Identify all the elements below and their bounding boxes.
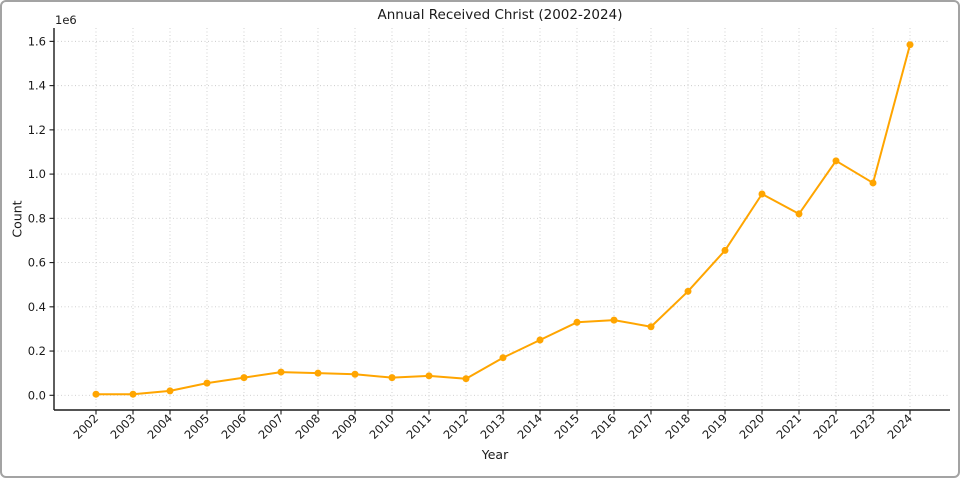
chart-title: Annual Received Christ (2002-2024) bbox=[377, 7, 623, 23]
x-tick-label: 2009 bbox=[330, 411, 361, 442]
x-tick-label: 2016 bbox=[589, 411, 620, 442]
x-tick-label: 2002 bbox=[71, 411, 102, 442]
y-tick-labels: 0.0 0.2 0.4 0.6 0.8 1.0 1.2 1.4 1.6 bbox=[28, 34, 46, 402]
x-tick-label: 2011 bbox=[404, 411, 435, 442]
y-tick-label: 1.6 bbox=[28, 34, 46, 48]
data-point-2023 bbox=[869, 179, 877, 187]
data-point-2006 bbox=[240, 374, 248, 382]
x-tick-label: 2003 bbox=[108, 411, 139, 442]
data-point-2013 bbox=[499, 354, 507, 362]
data-series bbox=[92, 41, 914, 398]
x-tick-label: 2019 bbox=[700, 411, 731, 442]
data-point-2022 bbox=[832, 157, 840, 165]
tick-marks bbox=[49, 40, 911, 415]
x-tick-label: 2015 bbox=[552, 411, 583, 442]
data-point-2002 bbox=[92, 390, 100, 398]
data-point-2008 bbox=[314, 369, 322, 377]
x-tick-label: 2024 bbox=[885, 411, 916, 442]
data-point-2020 bbox=[758, 190, 766, 198]
axis-spines bbox=[53, 28, 950, 411]
gridlines bbox=[54, 28, 950, 410]
x-tick-label: 2020 bbox=[737, 411, 768, 442]
x-tick-label: 2012 bbox=[441, 411, 472, 442]
x-tick-label: 2004 bbox=[145, 411, 176, 442]
x-tick-label: 2021 bbox=[774, 411, 805, 442]
y-tick-label: 0.6 bbox=[28, 256, 46, 270]
x-tick-label: 2018 bbox=[663, 411, 694, 442]
data-point-2005 bbox=[203, 379, 211, 387]
data-point-2016 bbox=[610, 316, 618, 324]
y-tick-label: 1.0 bbox=[28, 167, 46, 181]
x-tick-label: 2022 bbox=[811, 411, 842, 442]
y-tick-label: 1.2 bbox=[28, 123, 46, 137]
data-point-2021 bbox=[795, 210, 803, 218]
y-axis-title: Count bbox=[9, 200, 25, 238]
x-tick-label: 2014 bbox=[515, 411, 546, 442]
x-tick-label: 2007 bbox=[256, 411, 287, 442]
y-tick-label: 0.4 bbox=[28, 300, 46, 314]
data-point-2011 bbox=[425, 372, 433, 380]
x-tick-label: 2010 bbox=[367, 411, 398, 442]
data-point-2003 bbox=[129, 390, 137, 398]
data-point-2004 bbox=[166, 387, 174, 395]
y-tick-label: 0.8 bbox=[28, 211, 46, 225]
data-point-2015 bbox=[573, 318, 581, 326]
x-tick-label: 2023 bbox=[848, 411, 879, 442]
data-point-2018 bbox=[684, 287, 692, 295]
data-point-2024 bbox=[906, 41, 914, 49]
x-tick-label: 2017 bbox=[626, 411, 657, 442]
data-point-2012 bbox=[462, 375, 470, 383]
data-point-2014 bbox=[536, 336, 544, 344]
x-tick-label: 2008 bbox=[293, 411, 324, 442]
data-point-2010 bbox=[388, 374, 396, 382]
x-tick-label: 2005 bbox=[182, 411, 213, 442]
y-tick-label: 0.0 bbox=[28, 388, 46, 402]
data-point-2009 bbox=[351, 370, 359, 378]
y-axis-offset-label: 1e6 bbox=[55, 13, 77, 27]
x-tick-labels: 2002 2003 2004 2005 2006 2007 2008 2009 2010 2011… bbox=[71, 411, 916, 442]
data-point-2019 bbox=[721, 246, 729, 254]
series-line bbox=[95, 43, 911, 396]
x-tick-label: 2013 bbox=[478, 411, 509, 442]
data-point-2017 bbox=[647, 323, 655, 331]
y-tick-label: 0.2 bbox=[28, 344, 46, 358]
x-tick-label: 2006 bbox=[219, 411, 250, 442]
x-axis-title: Year bbox=[481, 447, 509, 462]
y-tick-label: 1.4 bbox=[28, 79, 46, 93]
data-point-2007 bbox=[277, 368, 285, 376]
